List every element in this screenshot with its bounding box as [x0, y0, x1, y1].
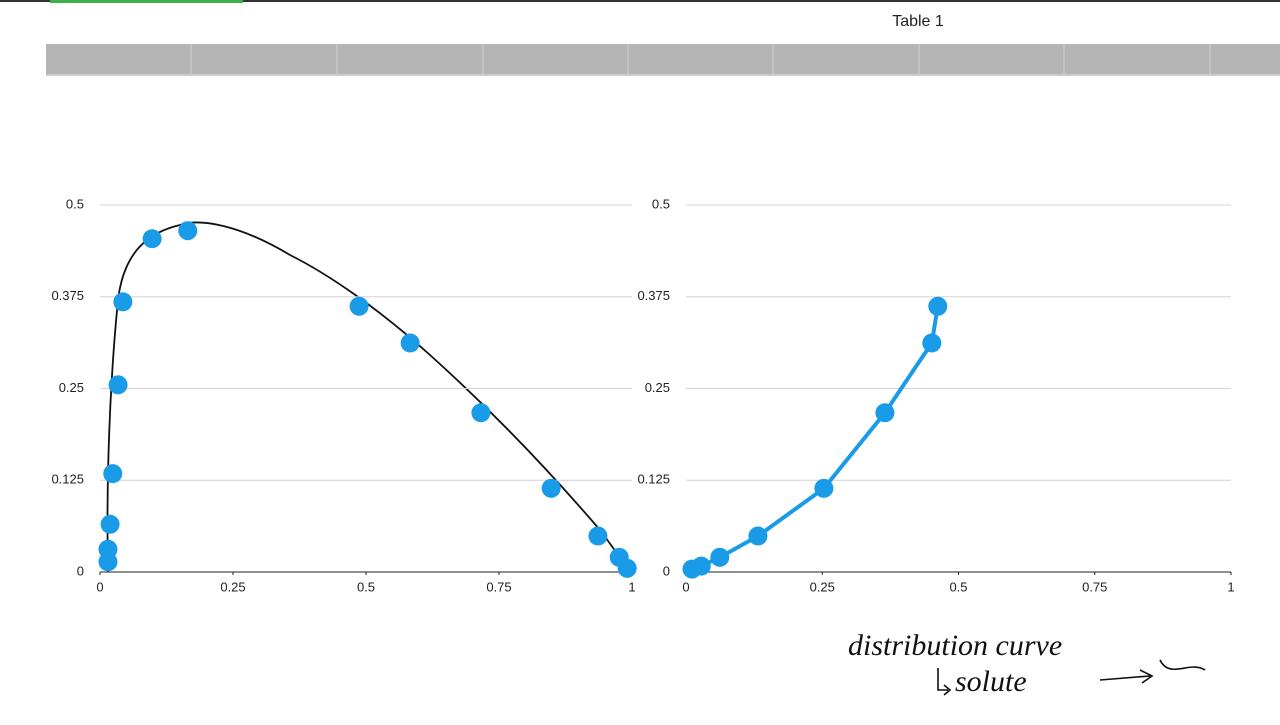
x-tick-label: 0.25	[220, 579, 245, 594]
y-tick-label: 0.125	[637, 472, 670, 487]
column-dividers	[190, 44, 1211, 74]
table-header-row[interactable]	[46, 44, 1280, 76]
y-tick-label: 0	[77, 563, 84, 578]
x-tick-label: 0.25	[810, 579, 835, 594]
header-row[interactable]	[46, 44, 1280, 74]
x-tick-label: 0.5	[357, 579, 375, 594]
x-tick-label: 0.5	[949, 579, 967, 594]
y-tick-label: 0.125	[51, 472, 84, 487]
handwritten-note: solute	[955, 665, 1027, 698]
point	[588, 526, 608, 546]
top-edge	[0, 0, 1280, 2]
hand-scribble	[1099, 659, 1206, 684]
point	[922, 333, 942, 353]
point	[178, 221, 198, 241]
tab-indicator	[50, 0, 243, 3]
point	[100, 514, 120, 534]
y-tick-label: 0.375	[637, 288, 670, 303]
x-tick-label: 1	[628, 579, 635, 594]
y-tick-label: 0.5	[66, 196, 84, 211]
point	[691, 556, 711, 576]
point	[142, 229, 162, 249]
point	[710, 547, 730, 567]
series-line	[691, 305, 940, 571]
y-tick-label: 0.25	[59, 380, 84, 395]
y-tick-label: 0.5	[652, 196, 670, 211]
point	[103, 464, 123, 484]
point	[875, 403, 895, 423]
handwritten-note: distribution curve	[848, 629, 1062, 662]
point	[928, 296, 948, 316]
point	[748, 526, 768, 546]
x-tick-label: 1	[1227, 579, 1234, 594]
point	[108, 375, 128, 395]
x-tick-label: 0	[96, 579, 103, 594]
table-title: Table 1	[892, 13, 944, 30]
point	[541, 478, 561, 498]
point	[349, 296, 369, 316]
hand-arrow	[937, 668, 952, 696]
y-tick-label: 0.25	[645, 380, 670, 395]
point	[113, 292, 133, 312]
point	[98, 539, 118, 559]
point	[471, 403, 491, 423]
point	[814, 478, 834, 498]
point	[617, 558, 637, 578]
x-tick-label: 0	[682, 579, 689, 594]
x-tick-label: 0.75	[1082, 579, 1107, 594]
y-tick-label: 0.375	[51, 288, 84, 303]
y-tick-label: 0	[663, 563, 670, 578]
hand-drawn-curve	[106, 221, 633, 576]
x-tick-label: 0.75	[486, 579, 511, 594]
point	[400, 333, 420, 353]
